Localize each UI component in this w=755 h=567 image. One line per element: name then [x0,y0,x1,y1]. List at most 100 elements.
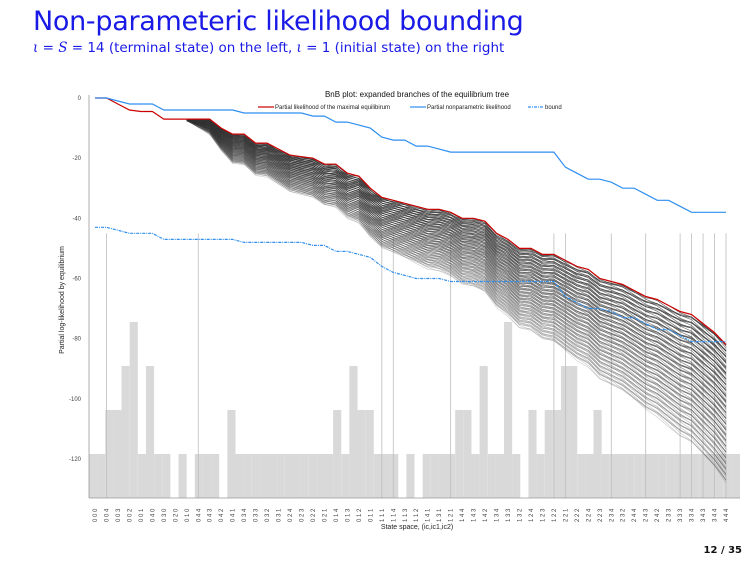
histogram-bar [113,409,122,498]
branch-line [186,120,727,462]
branch-line [186,118,727,385]
histogram-bar [617,453,627,498]
histogram-bar [349,365,358,498]
iota-symbol-2: ι [296,40,302,56]
branch-line [186,120,727,471]
histogram-bar [422,453,431,498]
histogram-bar [300,453,309,498]
histogram-bar [235,453,244,498]
histogram-bar [455,409,464,498]
x-tick-label: 0 2 3 [300,508,306,522]
x-tick-label: 2 2 1 [563,508,569,522]
bound-line [95,226,726,343]
branch-line [186,120,727,459]
x-tick-label: 1 3 2 [517,508,523,522]
histogram-bar [145,365,155,498]
branch-line [186,119,727,441]
branch-line [186,118,727,447]
x-tick-label: 0 3 4 [242,508,248,522]
histogram-bar [666,453,675,498]
branch-line [186,119,727,481]
histogram-bar [715,453,724,498]
legend-label-nonparam: Partial nonparametric likelihood [427,105,511,111]
x-tick-label: 3 3 3 [678,508,684,522]
histogram-bar [365,409,374,498]
iota-symbol: ι [33,40,39,56]
histogram-bar [324,453,334,498]
histogram-bar [194,453,203,498]
x-tick-label: 1 1 1 [380,508,386,522]
branch-line [186,118,727,435]
histogram-bar [479,365,488,498]
histogram-bar [658,453,667,498]
y-tick-label: -120 [69,457,82,463]
branch-line [186,120,727,435]
branch-line [186,120,727,477]
series-lines [95,97,727,346]
x-tick-label: 0 0 4 [104,508,110,522]
branch-line [186,118,727,424]
x-tick-label: 0 1 4 [334,508,340,522]
x-tick-label: 1 2 2 [552,508,558,522]
branch-line [186,118,727,369]
branch-line [186,120,727,465]
histogram-bar [89,453,98,498]
x-tick-label: 1 4 4 [460,508,466,522]
branch-line [186,119,727,441]
x-tick-label: 0 1 3 [345,508,351,522]
branch-line [186,118,727,431]
histogram-bar [626,453,635,498]
legend: Partial likelihood of the maximal equili… [258,105,562,111]
histogram-bar [381,453,391,498]
histogram-bar [731,453,740,498]
branch-line [186,118,727,436]
branch-line [186,118,727,419]
branch-line [186,118,727,430]
branch-line [186,118,727,448]
histogram-bar [683,453,692,498]
branch-line [186,118,727,453]
x-tick-label: 0 1 2 [357,508,363,522]
x-tick-label: 1 3 4 [495,508,501,522]
histogram-bar [137,453,146,498]
histogram-bar [406,453,415,498]
y-tick-label: -20 [72,156,81,162]
histogram-bar [512,453,521,498]
y-tick-label: -100 [69,397,82,403]
histogram-bar [723,453,732,498]
histogram-bar [178,453,187,498]
histogram-bar [121,365,130,498]
histogram-bar [357,409,366,498]
y-axis-label: Partial log-likelihood by equilibrium [59,246,66,354]
histogram-bar [438,453,448,498]
histogram-bar [487,453,496,498]
x-tick-label: 3 4 4 [713,508,719,522]
y-tick-label: -80 [72,337,81,343]
branch-line [186,118,727,469]
x-tick-label: 2 2 2 [575,508,581,522]
branch-line [186,120,727,431]
x-tick-label: 2 2 4 [586,508,592,522]
branch-line [186,120,727,422]
branch-line [186,119,727,419]
branch-line [186,118,727,441]
histogram-bar [609,453,618,498]
branch-line [186,118,727,459]
histogram-bar [243,453,252,498]
branch-line [186,119,727,447]
nonparam-line [95,97,726,213]
x-tick-label: 0 4 1 [231,508,237,522]
branch-line [186,118,727,403]
slide-title: Non-parameteric likelihood bounding [33,6,524,37]
histogram-bar [650,453,659,498]
histogram-bar [585,453,594,498]
branch-line [186,118,727,459]
histogram-bar [292,453,301,498]
x-tick-label: 0 0 2 [127,508,133,522]
histogram-bar [528,409,537,498]
branch-line [186,118,727,470]
branch-line [186,119,727,453]
x-tick-label: 2 4 3 [644,508,650,522]
x-tick-label: 0 3 3 [254,508,260,522]
